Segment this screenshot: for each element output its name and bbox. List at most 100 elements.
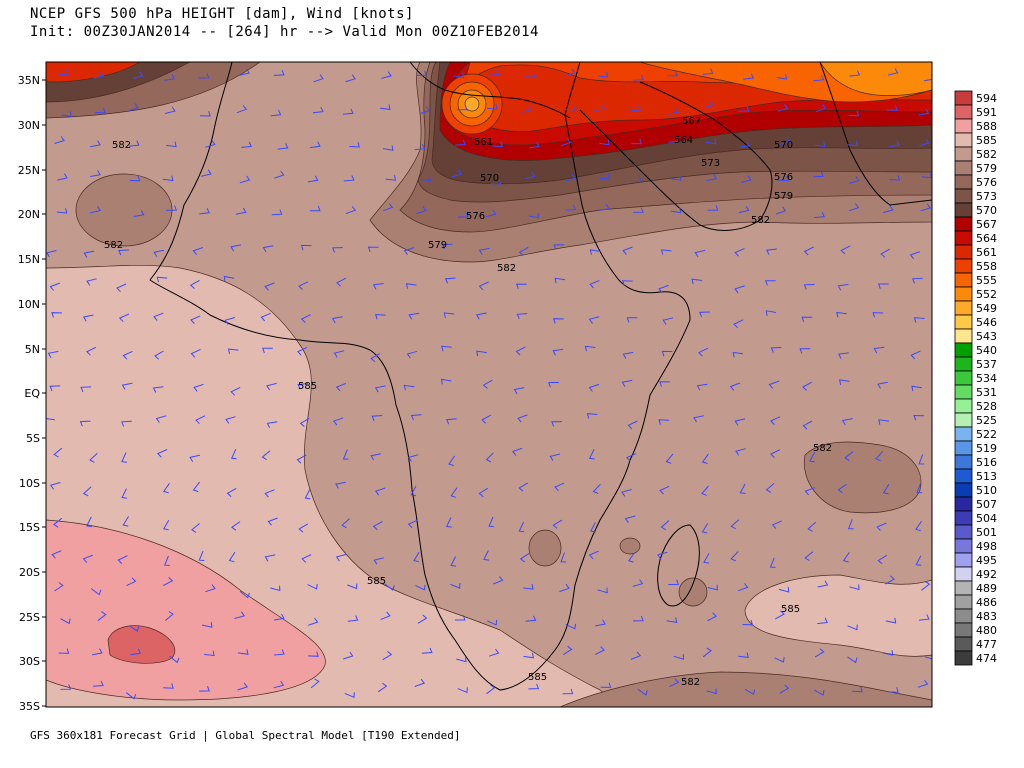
wind-barb	[707, 584, 718, 591]
wind-barb	[448, 455, 456, 466]
wind-barb	[271, 209, 283, 216]
colorbar-label: 549	[976, 302, 997, 315]
wind-barb	[164, 555, 170, 566]
coastline-arabia	[579, 81, 773, 231]
colorbar-label: 525	[976, 414, 997, 427]
wind-barb	[225, 416, 236, 424]
wind-barb	[237, 649, 249, 655]
wind-barb	[478, 281, 489, 291]
wind-barb	[803, 284, 815, 290]
wind-barb	[599, 173, 611, 180]
wind-barb	[333, 350, 345, 358]
wind-barb	[885, 575, 895, 585]
wind-barb	[83, 250, 95, 258]
wind-barb	[478, 487, 489, 498]
wind-barb	[630, 105, 642, 112]
colorbar-label: 537	[976, 358, 997, 371]
wind-barb	[516, 313, 528, 320]
contour-label-582-e: 582	[751, 215, 770, 226]
wind-barb	[584, 345, 596, 352]
wind-barb	[223, 275, 235, 282]
colorbar-swatch	[954, 258, 973, 274]
contour-label-582-se: 582	[813, 443, 832, 454]
wind-barb	[799, 348, 811, 354]
wind-barb	[667, 70, 678, 77]
field-579-east	[803, 441, 922, 514]
colorbar-swatch	[954, 608, 973, 624]
chart-title: NCEP GFS 500 hPa HEIGHT [dam], Wind [kno…	[30, 6, 414, 22]
wind-barb	[239, 68, 250, 76]
wind-barb	[883, 205, 894, 214]
wind-barb	[375, 314, 386, 320]
wind-barb	[237, 682, 248, 691]
wind-barb	[298, 523, 309, 533]
wind-barb	[771, 520, 782, 529]
wind-barb	[765, 310, 777, 316]
wind-barb	[297, 346, 308, 356]
wind-barb	[490, 179, 502, 185]
wind-barb	[189, 454, 201, 462]
colorbar-swatch	[954, 412, 973, 428]
wind-barb	[817, 580, 829, 588]
wind-barb	[241, 141, 252, 148]
wind-barb	[90, 170, 101, 177]
wind-barb	[266, 382, 277, 391]
wind-barb	[454, 615, 466, 621]
contour-label-564: 564	[674, 135, 693, 146]
wind-barb	[631, 176, 642, 183]
wind-barb	[335, 382, 347, 392]
wind-barb	[451, 169, 463, 178]
wind-barb	[524, 72, 536, 78]
wind-barb	[342, 108, 354, 115]
wind-barb	[192, 247, 204, 256]
wind-barb	[518, 246, 529, 257]
wind-barb	[370, 353, 381, 363]
wind-barb	[738, 205, 750, 214]
colorbar-label: 474	[976, 652, 997, 665]
wind-barb	[590, 522, 596, 533]
wind-barb	[525, 615, 537, 622]
wind-barb	[913, 317, 925, 323]
wind-barb	[801, 316, 813, 322]
contour-label-585-d: 585	[528, 672, 547, 683]
wind-barb	[836, 311, 847, 318]
wind-barb	[128, 140, 140, 147]
wind-barb	[162, 519, 170, 531]
wind-barb	[553, 318, 564, 324]
wind-barb	[164, 106, 176, 114]
wind-barb	[307, 175, 319, 183]
wind-barb	[345, 74, 356, 83]
wind-barb	[335, 553, 347, 562]
wind-barb	[342, 449, 349, 460]
wind-barb	[488, 648, 500, 657]
lat-label: 30S	[19, 655, 40, 668]
wind-barb	[336, 277, 347, 287]
colorbar-label: 498	[976, 540, 997, 553]
wind-barb	[267, 517, 278, 526]
wind-barb	[813, 74, 825, 82]
wind-barb	[486, 619, 498, 626]
wind-barb	[599, 139, 610, 146]
wind-barb	[622, 280, 633, 286]
wind-barb	[882, 650, 894, 656]
wind-barb	[848, 110, 860, 117]
wind-barb	[661, 350, 673, 357]
wind-barb	[837, 483, 847, 494]
colorbar-label: 588	[976, 120, 997, 133]
colorbar-label: 594	[976, 92, 997, 105]
wind-barb	[296, 454, 307, 464]
wind-barb	[730, 519, 740, 530]
wind-barb	[565, 173, 576, 182]
wind-barb	[670, 207, 682, 214]
wind-barb	[882, 483, 890, 495]
wind-barb	[707, 612, 718, 622]
wind-barb	[191, 523, 200, 533]
wind-barb	[444, 277, 456, 284]
colorbar-label: 576	[976, 176, 997, 189]
wind-barb	[775, 610, 785, 620]
colorbar-label: 495	[976, 554, 997, 567]
wind-barb	[921, 580, 931, 591]
footer-caption: GFS 360x181 Forecast Grid | Global Spect…	[30, 729, 461, 742]
colorbar-swatch	[954, 524, 973, 540]
wind-barb	[485, 209, 497, 218]
